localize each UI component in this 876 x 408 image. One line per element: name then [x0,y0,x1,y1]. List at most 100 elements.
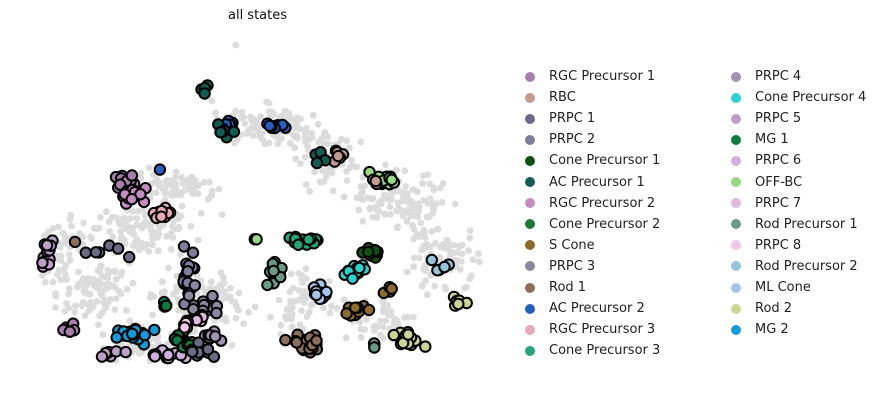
legend-label: OFF-BC [755,174,803,190]
background-cell-point [218,211,226,219]
background-cell-point [319,167,326,175]
background-cell-point [75,268,82,276]
background-cell-point [233,303,240,310]
legend-item: Cone Precursor 2 [525,214,660,235]
highlighted-cell-point [148,323,161,337]
background-cell-point [304,142,311,150]
background-cell-point [400,209,408,217]
background-cell-point [420,227,428,234]
background-cell-point [359,217,367,225]
background-cell-point [430,184,438,192]
background-cell-point [177,251,184,258]
background-cell-point [422,277,429,284]
background-cell-point [469,256,477,263]
highlighted-cell-point [201,343,215,356]
legend-item: RBC [525,87,576,108]
background-cell-point [382,161,389,169]
background-cell-point [283,306,291,313]
background-cell-point [110,282,117,290]
background-cell-point [446,241,454,249]
background-cell-point [154,247,162,255]
legend-item: RGC Precursor 1 [525,66,655,87]
background-cell-point [451,241,459,249]
background-cell-point [90,275,98,283]
highlighted-cell-point [263,119,276,133]
highlighted-cell-point [353,261,366,275]
background-cell-point [318,135,326,143]
legend-marker [731,177,741,187]
background-cell-point [436,184,444,192]
background-cell-point [161,190,169,197]
background-cell-point [439,244,447,252]
background-cell-point [109,233,117,241]
legend-label: Cone Precursor 4 [755,90,867,106]
background-cell-point [431,282,439,290]
highlighted-cell-point [332,149,345,163]
legend-marker [525,324,535,335]
background-cell-point [148,241,156,249]
background-cell-point [295,270,303,277]
background-cell-point [265,108,273,115]
background-cell-point [414,208,422,216]
highlighted-cell-point [340,307,353,320]
background-cell-point [66,257,74,264]
highlighted-cell-point [198,87,211,100]
highlighted-cell-point [178,321,191,334]
background-cell-point [78,277,86,285]
legend-marker [731,198,741,209]
highlighted-cell-point [250,233,263,246]
background-cell-point [343,168,350,175]
background-cell-point [62,261,70,269]
legend-marker [731,155,741,166]
legend-marker [731,113,741,124]
legend-label: AC Precursor 1 [549,174,645,190]
highlighted-cell-point [177,240,191,253]
background-cell-point [423,291,431,299]
highlighted-cell-point [419,340,432,353]
background-cell-point [417,219,425,227]
background-cell-point [401,167,409,175]
background-cell-point [194,236,202,244]
legend-item: PRPC 3 [525,256,595,277]
background-cell-point [325,278,333,285]
background-cell-point [476,258,483,266]
highlighted-cell-point [155,210,168,223]
background-cell-point [321,128,329,136]
legend-item: S Cone [525,235,595,256]
background-cell-point [415,200,422,208]
highlighted-cell-point [123,250,136,264]
background-cell-point [421,234,429,242]
background-cell-point [348,156,355,164]
highlighted-cell-point [290,336,303,349]
legend-label: S Cone [549,237,595,253]
background-cell-point [306,187,314,195]
background-cell-point [123,307,130,314]
background-cell-point [241,120,249,127]
legend-marker [525,71,535,82]
highlighted-cell-point [279,333,292,347]
legend-item: Cone Precursor 1 [525,150,660,171]
legend-marker [731,282,741,293]
legend-marker [525,219,535,230]
background-cell-point [81,312,89,319]
background-cell-point [288,323,296,331]
background-cell-point [403,268,411,276]
background-cell-point [299,279,306,287]
background-cell-point [71,308,79,316]
background-cell-point [328,302,335,310]
legend-marker [525,345,535,356]
background-cell-point [270,111,278,118]
highlighted-cell-point [310,156,324,170]
background-cell-point [263,98,270,106]
background-cell-point [382,317,390,324]
background-cell-point [187,222,195,230]
background-cell-point [232,107,240,115]
background-cell-point [163,232,171,240]
background-cell-point [212,109,220,117]
legend-label: PRPC 8 [755,237,802,253]
background-cell-point [308,301,316,309]
background-cell-point [117,271,125,279]
background-cell-point [178,174,186,181]
background-cell-point [415,254,423,262]
background-cell-point [161,288,168,295]
